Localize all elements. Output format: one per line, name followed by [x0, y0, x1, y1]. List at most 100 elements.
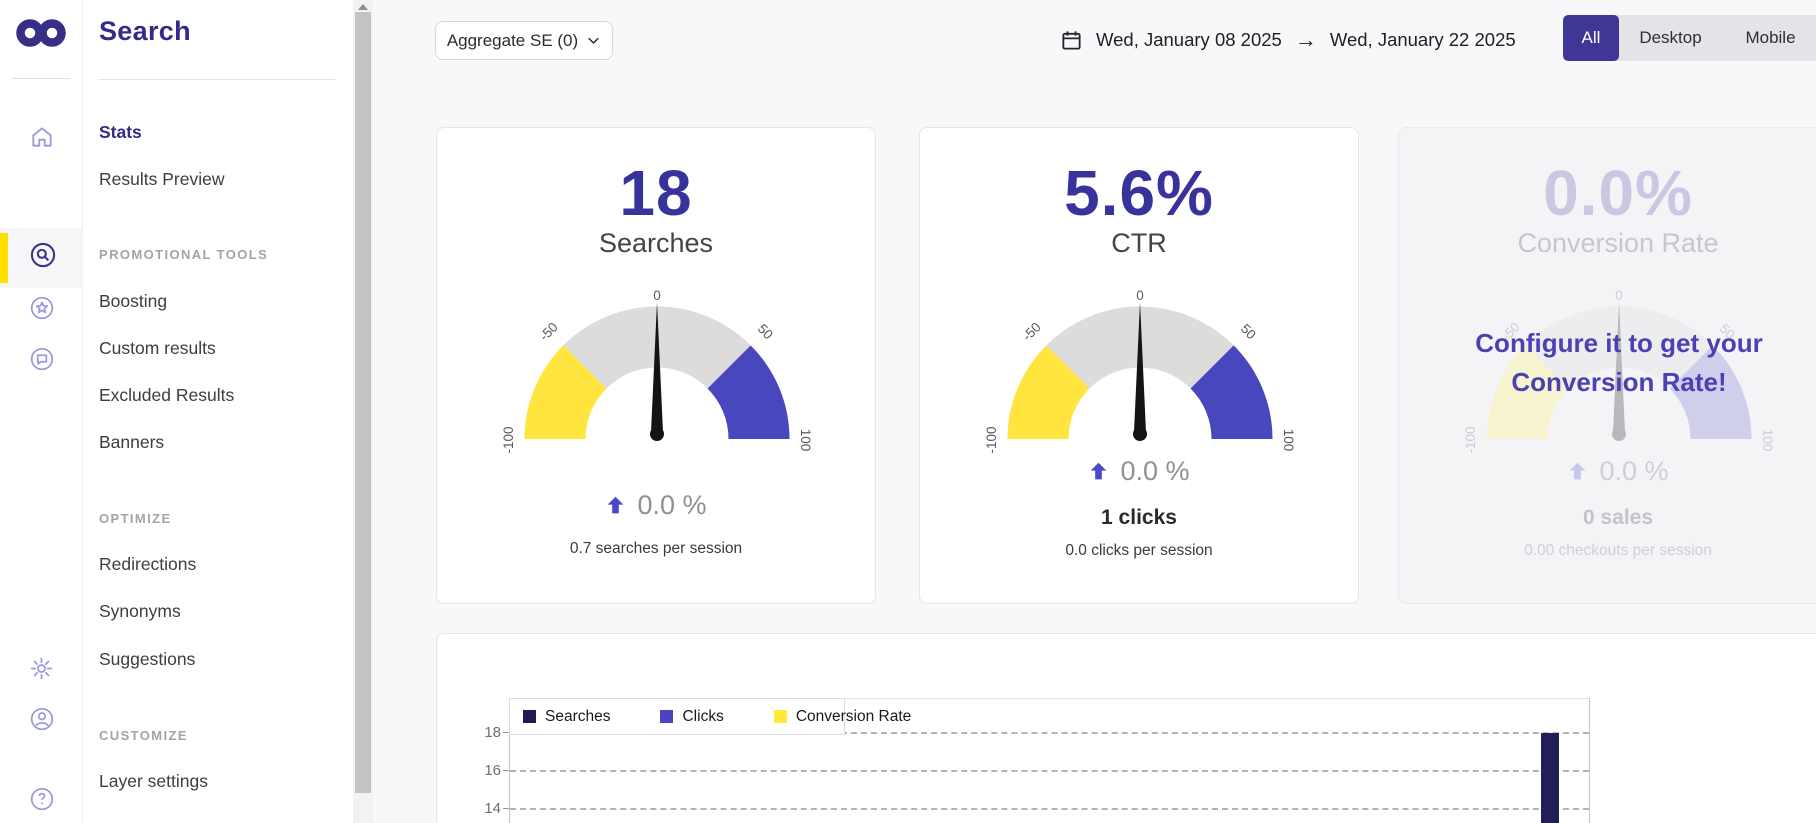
legend-label: Clicks	[682, 707, 724, 725]
gauge-tick-neg100: -100	[501, 426, 516, 453]
gauge-tick-pos100: 100	[798, 429, 813, 452]
arrow-up-icon	[608, 496, 624, 514]
content-chat-icon[interactable]	[29, 346, 55, 372]
sidebar-scrollbar-thumb[interactable]	[355, 12, 371, 793]
gauge-needle	[1133, 302, 1147, 441]
sidebar-item-results-preview[interactable]: Results Preview	[99, 169, 225, 189]
ctr-caption: 0.0 clicks per session	[1065, 542, 1213, 559]
searches-kpi-card: 18 Searches 0 -50 50 -100 100 0.0 % 0.7 …	[436, 127, 876, 604]
conversion-metric-label: Conversion Rate	[1517, 228, 1719, 258]
gauge-tick-0: 0	[1615, 288, 1623, 303]
gridline-16	[510, 770, 1589, 772]
sidebar-item-stats[interactable]: Stats	[99, 122, 142, 142]
rail-active-indicator	[0, 233, 8, 283]
searches-bar	[1541, 733, 1559, 823]
y-axis-tick	[503, 808, 509, 809]
legend-label: Conversion Rate	[795, 707, 912, 725]
conversion-swatch-icon	[773, 710, 787, 723]
gridline-14	[510, 808, 1589, 810]
gauge-tick-0: 0	[653, 288, 661, 303]
legend-label: Searches	[545, 707, 611, 725]
sidebar-item-boosting[interactable]: Boosting	[99, 291, 168, 311]
gauge-tick-pos50: 50	[755, 321, 776, 342]
sidebar-section-customize: CUSTOMIZE	[99, 728, 188, 743]
tab-desktop[interactable]: Desktop	[1639, 28, 1702, 47]
searches-caption: 0.7 searches per session	[569, 540, 743, 557]
date-range-start: Wed, January 08 2025	[1096, 29, 1282, 50]
gauge-needle	[650, 302, 664, 441]
y-axis-tick	[503, 732, 509, 733]
sidebar-item-custom-results[interactable]: Custom results	[99, 338, 216, 358]
gauge-tick-pos100: 100	[1760, 429, 1775, 452]
ctr-value: 5.6%	[1064, 157, 1214, 229]
gauge-tick-0: 0	[1136, 288, 1144, 303]
account-person-icon[interactable]	[29, 706, 55, 732]
legend-item-clicks[interactable]: Clicks	[660, 707, 724, 726]
arrow-up-icon	[1091, 462, 1107, 480]
sidebar-section-promotional-tools: PROMOTIONAL TOOLS	[99, 247, 269, 262]
searches-swatch-icon	[523, 710, 536, 723]
home-icon[interactable]	[29, 124, 55, 150]
plot-top-border	[509, 698, 1589, 699]
sidebar-item-suggestions[interactable]: Suggestions	[99, 649, 196, 669]
legend-item-searches[interactable]: Searches	[523, 708, 610, 726]
y-tick-18: 18	[484, 724, 501, 741]
searches-value: 18	[619, 157, 693, 229]
gauge-tick-neg100: -100	[984, 426, 999, 453]
sidebar-title: Search	[99, 16, 191, 46]
conversion-value: 0.0%	[1543, 157, 1693, 229]
y-tick-16: 16	[484, 762, 501, 779]
ctr-change-row: 0.0 %	[920, 456, 1358, 487]
rail-divider	[12, 78, 70, 79]
sidebar-section-optimize: OPTIMIZE	[99, 511, 172, 526]
boosting-star-icon[interactable]	[29, 295, 55, 321]
aggregate-se-dropdown[interactable]: Aggregate SE (0)	[435, 21, 613, 60]
sidebar-item-banners[interactable]: Banners	[99, 432, 165, 452]
gridline-18	[510, 732, 1589, 734]
timeseries-chart-card: Searches Clicks Conversion Rate 18 16 14	[436, 633, 1816, 823]
gauge-tick-neg50: -50	[536, 319, 560, 343]
y-axis-tick	[503, 770, 509, 771]
right-axis-line	[1589, 698, 1590, 823]
conversion-change-row: 0.0 %	[1399, 456, 1816, 487]
y-tick-14: 14	[484, 800, 501, 817]
legend-item-conversion-rate[interactable]: Conversion Rate	[773, 707, 912, 726]
clicks-swatch-icon	[660, 710, 674, 723]
searches-change-row: 0.0 %	[437, 490, 875, 521]
scrollbar-up-arrow-icon[interactable]	[358, 4, 368, 10]
settings-gear-icon[interactable]	[29, 656, 55, 682]
gauge-tick-neg100: -100	[1463, 426, 1478, 453]
search-sidebar: Search Stats Results Preview PROMOTIONAL…	[83, 0, 373, 823]
date-range-arrow-icon: →	[1294, 27, 1317, 52]
device-filter-tabs: All Desktop Mobile	[1563, 15, 1816, 61]
chevron-down-icon	[588, 37, 599, 45]
sidebar-divider	[99, 79, 335, 80]
date-range-end: Wed, January 22 2025	[1329, 29, 1516, 50]
brand-logo-icon[interactable]	[13, 16, 69, 50]
ctr-metric-label: CTR	[1111, 228, 1167, 258]
configure-conversion-cta[interactable]: Configure it to get your Conversion Rate…	[1475, 328, 1763, 397]
gauge-tick-pos50: 50	[1238, 321, 1259, 342]
sidebar-item-layer-settings[interactable]: Layer settings	[99, 771, 208, 791]
chart-legend: Searches Clicks Conversion Rate	[509, 698, 911, 735]
tab-mobile[interactable]: Mobile	[1745, 28, 1796, 47]
gauge-needle	[1612, 302, 1626, 441]
date-range-picker[interactable]: Wed, January 08 2025 → Wed, January 22 2…	[1060, 22, 1516, 58]
sidebar-item-excluded-results[interactable]: Excluded Results	[99, 385, 235, 405]
conversion-caption: 0.00 checkouts per session	[1524, 542, 1712, 559]
arrow-up-icon	[1570, 462, 1586, 480]
searches-metric-label: Searches	[598, 228, 714, 258]
calendar-icon	[1062, 30, 1081, 50]
help-question-icon[interactable]	[29, 786, 55, 812]
ctr-change-value: 0.0 %	[1120, 456, 1190, 486]
search-section-icon[interactable]	[29, 241, 56, 268]
aggregate-se-dropdown-label: Aggregate SE (0)	[446, 30, 579, 50]
icon-rail	[0, 0, 83, 823]
sidebar-item-redirections[interactable]: Redirections	[99, 554, 197, 574]
searches-gauge: 0 -50 50 -100 100	[501, 288, 813, 454]
gauge-tick-neg50: -50	[1019, 319, 1043, 343]
tab-all[interactable]: All	[1563, 15, 1619, 61]
ctr-clicks-count: 1 clicks	[1101, 506, 1177, 529]
sidebar-item-synonyms[interactable]: Synonyms	[99, 601, 181, 621]
